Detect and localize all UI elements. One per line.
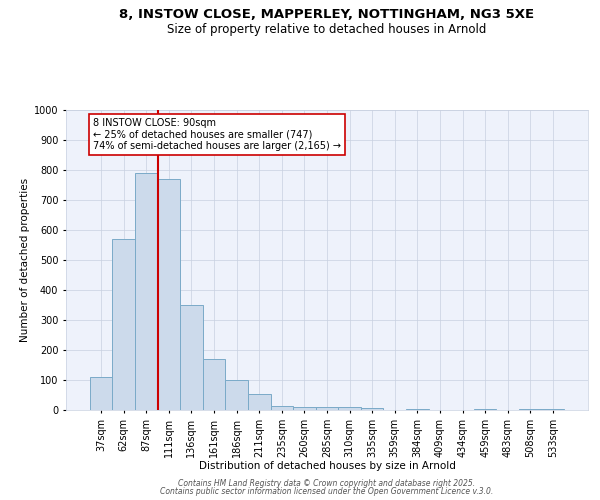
Bar bbox=[90, 377, 112, 410]
Bar bbox=[135, 173, 158, 410]
Text: 8, INSTOW CLOSE, MAPPERLEY, NOTTINGHAM, NG3 5XE: 8, INSTOW CLOSE, MAPPERLEY, NOTTINGHAM, … bbox=[119, 8, 535, 20]
Bar bbox=[112, 239, 135, 410]
Bar bbox=[158, 179, 180, 410]
Bar bbox=[203, 359, 226, 410]
Text: Size of property relative to detached houses in Arnold: Size of property relative to detached ho… bbox=[167, 22, 487, 36]
X-axis label: Distribution of detached houses by size in Arnold: Distribution of detached houses by size … bbox=[199, 461, 455, 471]
Bar bbox=[180, 305, 203, 410]
Bar bbox=[293, 407, 316, 410]
Bar bbox=[542, 408, 564, 410]
Bar bbox=[406, 408, 428, 410]
Text: 8 INSTOW CLOSE: 90sqm
← 25% of detached houses are smaller (747)
74% of semi-det: 8 INSTOW CLOSE: 90sqm ← 25% of detached … bbox=[93, 118, 341, 150]
Bar bbox=[248, 394, 271, 410]
Text: Contains public sector information licensed under the Open Government Licence v.: Contains public sector information licen… bbox=[160, 487, 494, 496]
Y-axis label: Number of detached properties: Number of detached properties bbox=[20, 178, 29, 342]
Bar bbox=[361, 408, 383, 410]
Bar bbox=[338, 407, 361, 410]
Text: Contains HM Land Registry data © Crown copyright and database right 2025.: Contains HM Land Registry data © Crown c… bbox=[178, 478, 476, 488]
Bar bbox=[271, 406, 293, 410]
Bar bbox=[226, 380, 248, 410]
Bar bbox=[474, 408, 496, 410]
Bar bbox=[316, 407, 338, 410]
Bar bbox=[519, 408, 542, 410]
